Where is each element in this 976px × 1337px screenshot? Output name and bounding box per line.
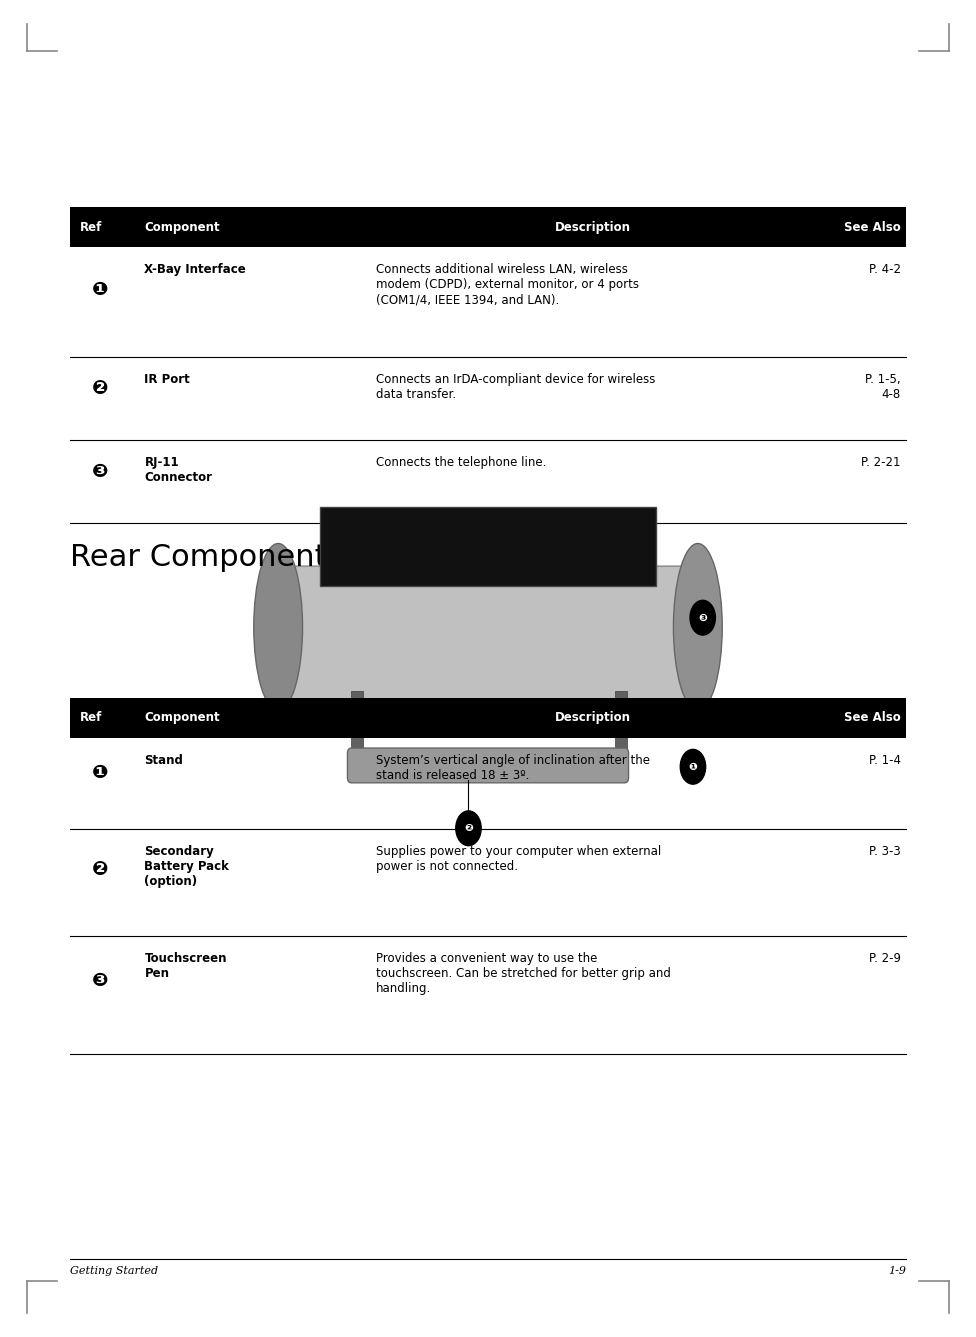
Text: Ref: Ref [80,711,102,725]
Text: Rear Components: Rear Components [70,543,343,572]
Text: Description: Description [555,711,630,725]
FancyBboxPatch shape [265,567,711,701]
Text: Secondary
Battery Pack
(option): Secondary Battery Pack (option) [144,845,229,888]
FancyBboxPatch shape [351,690,363,757]
Text: Supplies power to your computer when external
power is not connected.: Supplies power to your computer when ext… [376,845,661,873]
Circle shape [690,600,715,635]
Text: ❶: ❶ [93,279,108,298]
Text: ❸: ❸ [699,612,707,623]
Ellipse shape [254,543,303,711]
Text: Getting Started: Getting Started [70,1266,158,1275]
Text: IR Port: IR Port [144,373,190,386]
Text: P. 1-5,
4-8: P. 1-5, 4-8 [865,373,901,401]
Text: See Also: See Also [844,711,901,725]
FancyBboxPatch shape [320,507,656,586]
Text: P. 2-9: P. 2-9 [869,952,901,965]
Text: ❷: ❷ [465,824,472,833]
Text: ❶: ❶ [689,762,697,771]
Text: ❷: ❷ [93,860,108,880]
FancyBboxPatch shape [615,690,627,757]
Circle shape [680,749,706,783]
Text: Touchscreen
Pen: Touchscreen Pen [144,952,227,980]
Text: ❶: ❶ [93,763,108,782]
Text: ❸: ❸ [93,461,108,481]
Text: Ref: Ref [80,221,102,234]
FancyBboxPatch shape [347,747,629,782]
Text: P. 2-21: P. 2-21 [862,456,901,469]
Text: P. 4-2: P. 4-2 [869,263,901,277]
Text: RJ-11
Connector: RJ-11 Connector [144,456,213,484]
Text: Provides a convenient way to use the
touchscreen. Can be stretched for better gr: Provides a convenient way to use the tou… [376,952,671,995]
Text: Stand: Stand [144,754,183,767]
Text: Description: Description [555,221,630,234]
Ellipse shape [673,543,722,711]
Text: X-Bay Interface: X-Bay Interface [144,263,246,277]
Text: System’s vertical angle of inclination after the
stand is released 18 ± 3º.: System’s vertical angle of inclination a… [376,754,650,782]
Text: ❷: ❷ [93,378,108,398]
FancyBboxPatch shape [70,207,906,247]
Circle shape [456,810,481,845]
Text: Connects an IrDA-compliant device for wireless
data transfer.: Connects an IrDA-compliant device for wi… [376,373,655,401]
Text: 1-9: 1-9 [888,1266,906,1275]
Text: Component: Component [144,711,220,725]
Text: See Also: See Also [844,221,901,234]
Text: Connects additional wireless LAN, wireless
modem (CDPD), external monitor, or 4 : Connects additional wireless LAN, wirele… [376,263,638,306]
Text: Connects the telephone line.: Connects the telephone line. [376,456,547,469]
Text: ❸: ❸ [93,971,108,991]
Text: P. 1-4: P. 1-4 [869,754,901,767]
Text: P. 3-3: P. 3-3 [869,845,901,858]
FancyBboxPatch shape [70,698,906,738]
Text: Component: Component [144,221,220,234]
